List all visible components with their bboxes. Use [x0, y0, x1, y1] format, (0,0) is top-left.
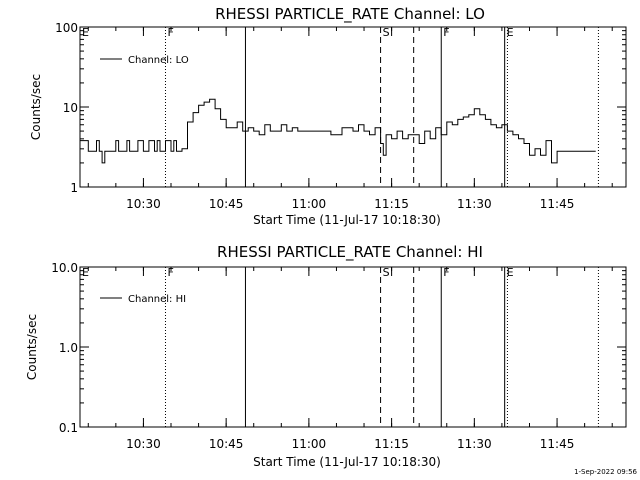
- event-marker-label: F: [167, 26, 173, 39]
- lo-channel-panel: RHESSI PARTICLE_RATE Channel: LO Counts/…: [29, 5, 627, 227]
- x-tick-label: 11:15: [374, 437, 409, 451]
- lo-chart-title: RHESSI PARTICLE_RATE Channel: LO: [215, 5, 485, 24]
- event-marker-label: E: [507, 266, 514, 279]
- x-tick-label: 11:45: [540, 197, 575, 211]
- x-tick-label: 11:00: [292, 197, 327, 211]
- event-marker-label: F: [443, 266, 449, 279]
- event-marker-label: F: [443, 26, 449, 39]
- x-tick-label: 10:45: [209, 197, 244, 211]
- y-tick-label: 1: [70, 181, 78, 195]
- footer-timestamp: 1-Sep-2022 09:56: [574, 468, 637, 476]
- hi-y-axis-label: Counts/sec: [25, 314, 39, 380]
- y-tick-label: 1.0: [59, 341, 78, 355]
- hi-x-axis-label: Start Time (11-Jul-17 10:18:30): [253, 455, 441, 469]
- x-tick-label: 10:30: [126, 197, 161, 211]
- event-marker-label: E: [507, 26, 514, 39]
- x-tick-label: 10:30: [126, 437, 161, 451]
- lo-corner-label: E: [82, 26, 89, 39]
- hi-chart-title: RHESSI PARTICLE_RATE Channel: HI: [217, 243, 483, 262]
- y-tick-label: 100: [55, 21, 78, 35]
- series-line: [80, 98, 596, 164]
- y-tick-label: 0.1: [59, 421, 78, 435]
- x-tick-label: 10:45: [209, 437, 244, 451]
- hi-legend-label: Channel: HI: [128, 294, 186, 305]
- event-marker-label: S: [383, 26, 390, 39]
- lo-x-axis-label: Start Time (11-Jul-17 10:18:30): [253, 213, 441, 227]
- lo-y-axis-label: Counts/sec: [29, 74, 43, 140]
- y-tick-label: 10: [63, 101, 78, 115]
- hi-channel-panel: RHESSI PARTICLE_RATE Channel: HI Counts/…: [25, 243, 627, 469]
- y-tick-label: 10.0: [51, 261, 78, 275]
- plot-frame: [79, 26, 627, 188]
- x-tick-label: 11:15: [374, 197, 409, 211]
- event-marker-label: S: [383, 266, 390, 279]
- x-tick-label: 11:00: [292, 437, 327, 451]
- event-marker-label: F: [167, 266, 173, 279]
- x-tick-label: 11:30: [457, 437, 492, 451]
- plot-frame: [79, 266, 627, 428]
- x-tick-label: 11:45: [540, 437, 575, 451]
- lo-legend-label: Channel: LO: [128, 55, 189, 66]
- x-tick-label: 11:30: [457, 197, 492, 211]
- hi-corner-label: E: [82, 266, 89, 279]
